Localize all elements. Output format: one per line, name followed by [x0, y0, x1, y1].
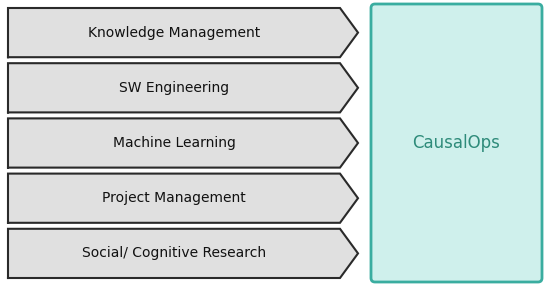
- FancyBboxPatch shape: [371, 4, 542, 282]
- Text: Machine Learning: Machine Learning: [112, 136, 235, 150]
- Text: Project Management: Project Management: [102, 191, 246, 205]
- Text: SW Engineering: SW Engineering: [119, 81, 229, 95]
- Polygon shape: [8, 229, 358, 278]
- Polygon shape: [8, 63, 358, 112]
- Text: CausalOps: CausalOps: [413, 134, 501, 152]
- Polygon shape: [8, 118, 358, 168]
- Text: Social/ Cognitive Research: Social/ Cognitive Research: [82, 247, 266, 260]
- Polygon shape: [8, 8, 358, 57]
- Polygon shape: [8, 174, 358, 223]
- Text: Knowledge Management: Knowledge Management: [88, 26, 260, 39]
